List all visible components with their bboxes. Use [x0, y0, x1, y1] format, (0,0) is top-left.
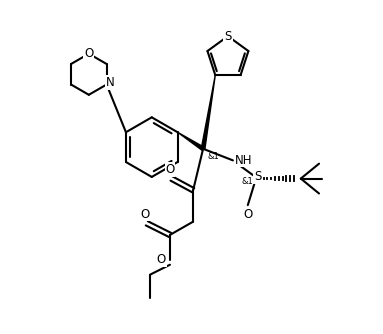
Text: S: S — [224, 30, 232, 43]
Text: O: O — [165, 163, 175, 176]
Text: O: O — [141, 208, 150, 221]
Text: &1: &1 — [242, 177, 254, 186]
Text: NH: NH — [235, 154, 253, 167]
Polygon shape — [178, 132, 204, 150]
Polygon shape — [201, 75, 215, 149]
Text: O: O — [157, 253, 166, 266]
Text: &1: &1 — [207, 152, 219, 161]
Text: N: N — [106, 76, 115, 90]
Text: O: O — [84, 47, 93, 60]
Text: S: S — [254, 170, 262, 183]
Text: O: O — [243, 208, 252, 221]
